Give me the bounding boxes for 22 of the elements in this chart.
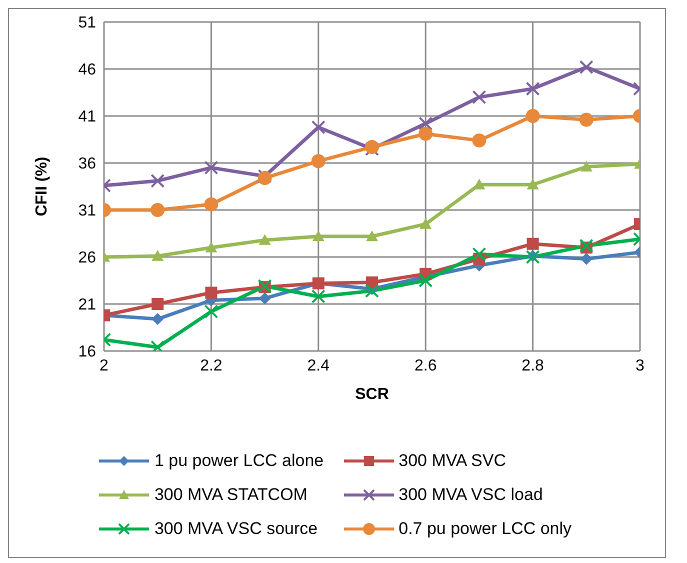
x-tick-label: 2 <box>100 357 109 374</box>
x-tick-label: 2.4 <box>307 357 330 374</box>
x-tick-label: 2.8 <box>522 357 544 374</box>
legend-label: 300 MVA VSC load <box>398 485 543 505</box>
legend-label: 1 pu power LCC alone <box>154 451 324 471</box>
x-tick-label: 2.2 <box>200 357 222 374</box>
y-tick-label: 36 <box>78 156 96 173</box>
legend-label: 300 MVA STATCOM <box>154 485 308 505</box>
legend-label: 0.7 pu power LCC only <box>398 519 572 539</box>
y-tick-label: 51 <box>78 14 96 32</box>
legend-label: 300 MVA SVC <box>398 451 506 471</box>
y-axis-title: CFII (%) <box>34 156 51 216</box>
legend-label: 300 MVA VSC source <box>154 519 318 539</box>
x-tick-label: 3 <box>636 357 645 374</box>
y-tick-label: 31 <box>78 202 96 220</box>
x-axis-title: SCR <box>355 386 390 403</box>
x-tick-label: 2.6 <box>414 357 437 374</box>
y-tick-label: 16 <box>78 344 96 361</box>
y-tick-label: 46 <box>78 62 96 79</box>
y-tick-label: 41 <box>78 108 96 126</box>
y-tick-label: 21 <box>78 296 96 314</box>
y-tick-label: 26 <box>78 250 96 267</box>
